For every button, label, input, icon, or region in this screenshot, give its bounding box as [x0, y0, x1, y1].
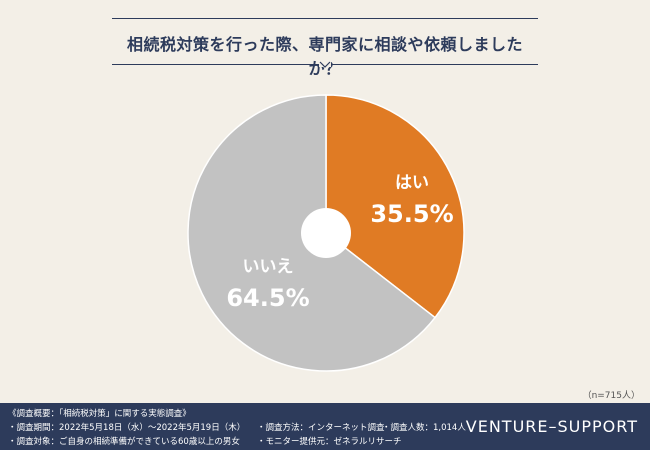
slice-value-0: 35.5% [370, 200, 453, 228]
survey-target: ・調査対象：ご自身の相続準備ができている60歳以上の男女 [8, 437, 240, 447]
donut-hole [301, 208, 351, 258]
title-divider-top [112, 18, 538, 19]
chart-title: 相続税対策を行った際、専門家に相談や依頼しましたか？ [126, 35, 523, 78]
sample-size-note: （n=715人） [582, 391, 640, 401]
survey-title: 《調査概要：「相続税対策」に関する実態調査》 [8, 409, 191, 419]
slice-label-1: いいえ [243, 257, 294, 277]
survey-period: ・調査期間：2022年5月18日（水）〜2022年5月19日（木） [8, 423, 246, 433]
survey-count: ・調査人数：1,014人 [382, 423, 466, 433]
survey-method: ・調査方法：インターネット調査 [257, 423, 385, 433]
survey-provider: ・モニター提供元：ゼネラルリサーチ [257, 437, 402, 447]
chevron-down-icon [319, 59, 331, 68]
brand-logo: VENTURE–SUPPORT [465, 417, 638, 436]
slice-value-1: 64.5% [226, 284, 309, 312]
survey-footer: 《調査概要：「相続税対策」に関する実態調査》 ・調査期間：2022年5月18日（… [0, 403, 650, 450]
pie-chart: はい 35.5% いいえ 64.5% [187, 94, 465, 372]
pie-slice-0 [325, 94, 465, 319]
slice-label-0: はい [395, 173, 429, 193]
chart-title-block: 相続税対策を行った際、専門家に相談や依頼しましたか？ [112, 18, 538, 78]
